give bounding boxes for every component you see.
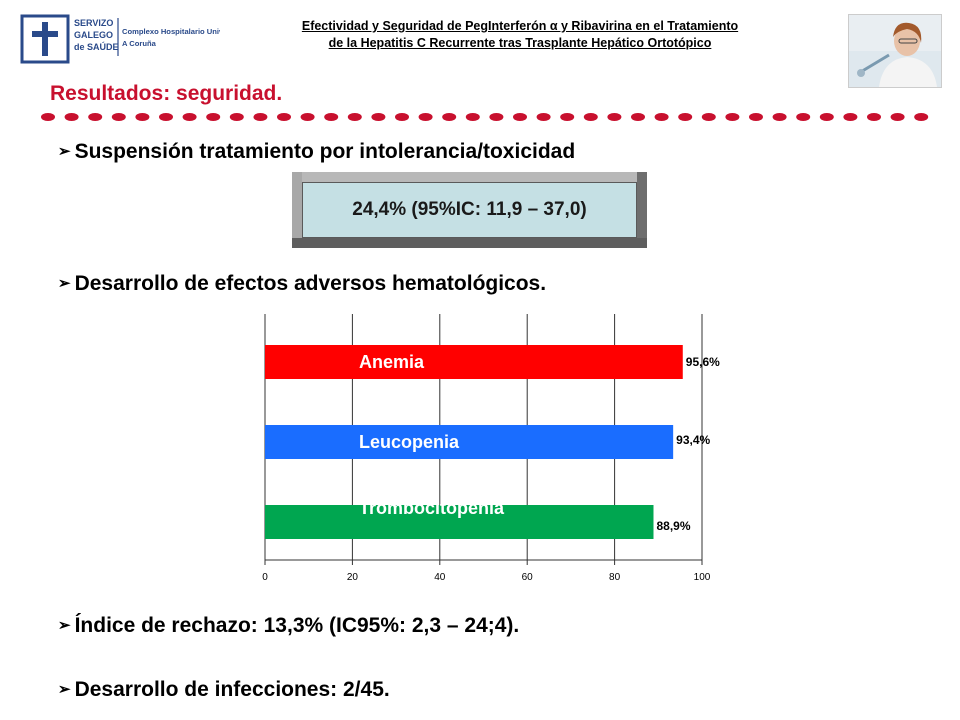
logo-org-line3: de SAÚDE (74, 41, 119, 52)
divider-dot (654, 113, 669, 121)
x-tick-label: 20 (347, 572, 359, 583)
bar-anemia (265, 345, 683, 379)
divider-dot (465, 113, 480, 121)
bar-category-label: Trombocitopenia (359, 498, 505, 518)
hospital-logo: SERVIZO GALEGO de SAÚDE Complexo Hospita… (20, 12, 220, 68)
divider-dot (300, 113, 315, 121)
divider-dot (772, 113, 787, 121)
doctor-photo (848, 14, 942, 88)
document-header-title: Efectividad y Seguridad de PegInterferón… (230, 18, 810, 52)
bar-value-label: 93,4% (676, 433, 710, 447)
divider-dot (159, 113, 173, 121)
dotted-divider (40, 110, 940, 124)
bullet-rejection-text: Índice de rechazo: 13,3% (IC95%: 2,3 – 2… (74, 614, 520, 637)
divider-dot (583, 113, 598, 121)
divider-dot (631, 113, 645, 121)
adverse-effects-chart-svg: 0 20 40 60 80 100 Anemia 95,6% Leucopenia 93,4% Tr… (262, 314, 720, 583)
logo-org-line2: GALEGO (74, 30, 113, 40)
divider-dot (489, 113, 504, 121)
bullet-arrow-icon: ➢ (58, 275, 71, 292)
divider-dot (111, 113, 126, 121)
divider-dot (796, 113, 811, 121)
header-title-line1: Efectividad y Seguridad de PegInterferón… (301, 19, 739, 33)
x-tick-label: 60 (522, 572, 534, 583)
bar-value-label: 88,9% (656, 519, 690, 533)
bullet-hematologic: ➢ Desarrollo de efectos adversos hematoló… (58, 272, 546, 296)
bullet-infections: ➢ Desarrollo de infecciones: 2/45. (58, 678, 390, 702)
x-tick-label: 100 (694, 572, 711, 583)
logo-hospital-line1: Complexo Hospitalario Universitario (122, 27, 220, 36)
bullet-rejection: ➢ Índice de rechazo: 13,3% (IC95%: 2,3 – … (58, 614, 519, 638)
divider-dot (914, 113, 929, 121)
divider-dot (395, 113, 409, 121)
bar-trombocitopenia (265, 505, 654, 539)
divider-dot (678, 113, 693, 121)
bullet-arrow-icon: ➢ (58, 143, 71, 160)
bullet-hematologic-text: Desarrollo de efectos adversos hematológ… (74, 272, 547, 295)
suspension-stat-box: 24,4% (95%IC: 11,9 – 37,0) (292, 172, 647, 248)
x-tick-label: 40 (434, 572, 446, 583)
divider-dot (182, 113, 197, 121)
divider-dot (890, 113, 905, 121)
adverse-effects-chart: 0 20 40 60 80 100 Anemia 95,6% Leucopenia 93,4% Tr… (240, 310, 740, 590)
divider-dot (324, 113, 339, 121)
bullet-arrow-icon: ➢ (58, 681, 71, 698)
divider-dot (88, 113, 103, 121)
divider-dot (819, 113, 834, 121)
bar-category-label: Anemia (359, 352, 425, 372)
divider-dot (749, 113, 763, 121)
header-title-line2: de la Hepatitis C Recurrente tras Traspl… (328, 36, 712, 50)
x-tick-label: 80 (609, 572, 621, 583)
divider-dot (64, 113, 79, 121)
divider-dot (206, 113, 221, 121)
x-tick-label: 0 (262, 572, 268, 583)
divider-dot (867, 113, 881, 121)
bar-leucopenia (265, 425, 674, 459)
suspension-stat-value: 24,4% (95%IC: 11,9 – 37,0) (302, 182, 637, 238)
divider-dot (135, 113, 150, 121)
bullet-arrow-icon: ➢ (58, 617, 71, 634)
divider-dot (418, 113, 433, 121)
divider-dot (560, 113, 575, 121)
divider-dot (513, 113, 527, 121)
divider-dot (607, 113, 622, 121)
logo-hospital-line2: A Coruña (122, 39, 157, 48)
divider-dot (725, 113, 740, 121)
divider-dot (347, 113, 362, 121)
divider-dot (701, 113, 716, 121)
divider-dot (41, 113, 55, 121)
bullet-suspension: ➢ Suspensión tratamiento por intolerancia… (58, 140, 575, 164)
divider-dot (536, 113, 551, 121)
bar-category-label: Leucopenia (359, 432, 460, 452)
divider-dot (229, 113, 244, 121)
bullet-suspension-text: Suspensión tratamiento por intolerancia/… (74, 140, 576, 163)
logo-org-line1: SERVIZO (74, 18, 113, 28)
slide-heading: Resultados: seguridad. (50, 82, 283, 105)
divider-dot (843, 113, 858, 121)
bullet-infections-text: Desarrollo de infecciones: 2/45. (74, 678, 390, 701)
bar-value-label: 95,6% (686, 355, 720, 369)
divider-dot (371, 113, 386, 121)
divider-dot (442, 113, 457, 121)
divider-dot (277, 113, 291, 121)
hospital-logo-mark: SERVIZO GALEGO de SAÚDE Complexo Hospita… (20, 14, 220, 64)
divider-dot (253, 113, 268, 121)
